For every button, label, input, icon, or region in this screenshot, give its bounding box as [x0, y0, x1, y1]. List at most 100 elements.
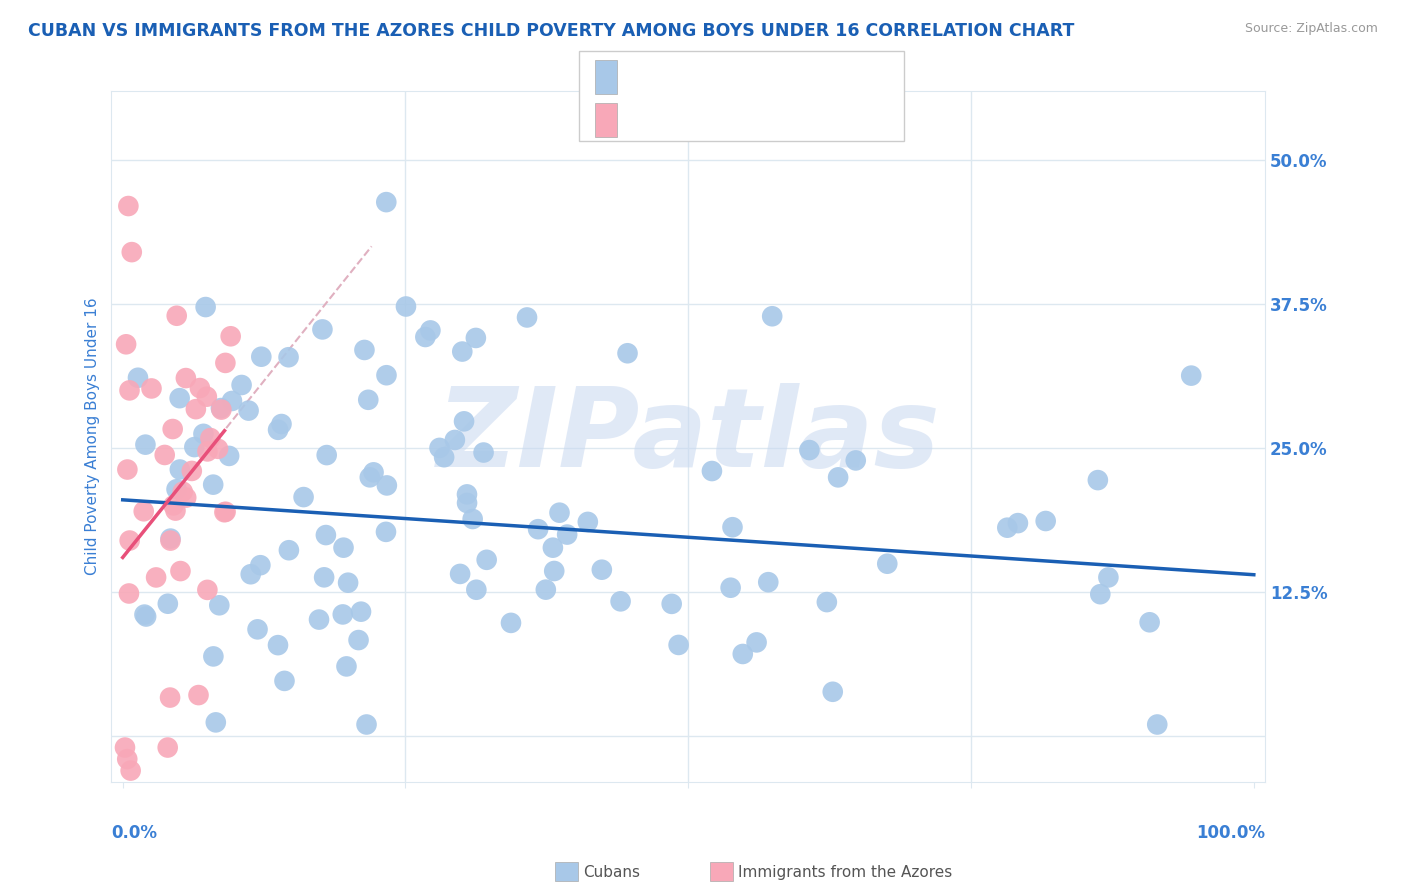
Point [375, 368, 398, 383]
Point [183, 440, 205, 454]
Point [238, 403, 260, 417]
Point [1090, 587, 1112, 601]
Point [292, 490, 315, 504]
Text: N =: N = [735, 110, 800, 129]
Point [187, 688, 209, 702]
Point [117, 752, 139, 766]
Point [555, 527, 578, 541]
Point [156, 740, 179, 755]
Point [169, 564, 191, 578]
Point [193, 426, 215, 441]
Point [202, 477, 225, 491]
Point [799, 443, 821, 458]
Point [221, 394, 243, 409]
Point [375, 478, 398, 492]
Point [120, 764, 142, 778]
Point [209, 402, 232, 417]
Point [162, 422, 184, 436]
Point [745, 635, 768, 649]
Point [721, 520, 744, 534]
Point [231, 378, 253, 392]
Point [214, 505, 236, 519]
Point [350, 605, 373, 619]
Point [184, 402, 207, 417]
Point [527, 522, 550, 536]
Point [219, 329, 242, 343]
Point [499, 615, 522, 630]
Point [209, 401, 232, 415]
Point [156, 597, 179, 611]
Text: ZIPatlas: ZIPatlas [436, 383, 941, 490]
Point [121, 245, 143, 260]
Point [700, 464, 723, 478]
Point [375, 524, 398, 539]
Point [174, 491, 197, 505]
Point [720, 581, 742, 595]
Point [357, 392, 380, 407]
Point [115, 337, 138, 351]
Point [543, 564, 565, 578]
Point [200, 431, 222, 445]
Point [117, 462, 139, 476]
Point [166, 482, 188, 496]
Text: 39: 39 [783, 110, 820, 129]
Point [731, 647, 754, 661]
Point [267, 423, 290, 437]
Point [541, 541, 564, 555]
Point [353, 343, 375, 357]
Point [207, 442, 229, 456]
Text: R =: R = [626, 67, 673, 87]
Text: 100.0%: 100.0% [1197, 823, 1265, 841]
Point [315, 528, 337, 542]
Point [218, 449, 240, 463]
Point [159, 532, 181, 546]
Point [827, 470, 849, 484]
Point [516, 310, 538, 325]
Point [616, 346, 638, 360]
Point [174, 371, 197, 385]
Point [277, 543, 299, 558]
Point [453, 414, 475, 428]
Point [134, 437, 156, 451]
Point [347, 633, 370, 648]
Point [876, 557, 898, 571]
Point [548, 506, 571, 520]
Text: Source: ZipAtlas.com: Source: ZipAtlas.com [1244, 22, 1378, 36]
Point [204, 715, 226, 730]
Point [1007, 516, 1029, 530]
Text: R =: R = [626, 110, 673, 129]
Point [456, 487, 478, 501]
Point [472, 445, 495, 459]
Point [127, 371, 149, 385]
Point [461, 512, 484, 526]
Text: Cubans: Cubans [583, 865, 641, 880]
Point [214, 356, 236, 370]
Point [465, 582, 488, 597]
Point [311, 322, 333, 336]
Text: N =: N = [735, 67, 800, 87]
Point [314, 570, 336, 584]
Point [135, 609, 157, 624]
Point [165, 503, 187, 517]
Point [153, 448, 176, 462]
Point [395, 300, 418, 314]
Point [208, 599, 231, 613]
Point [335, 659, 357, 673]
Point [308, 613, 330, 627]
Point [169, 391, 191, 405]
Point [1146, 717, 1168, 731]
Point [118, 586, 141, 600]
Text: CUBAN VS IMMIGRANTS FROM THE AZORES CHILD POVERTY AMONG BOYS UNDER 16 CORRELATIO: CUBAN VS IMMIGRANTS FROM THE AZORES CHIL… [28, 22, 1074, 40]
Point [661, 597, 683, 611]
Y-axis label: Child Poverty Among Boys Under 16: Child Poverty Among Boys Under 16 [86, 298, 100, 575]
Point [270, 417, 292, 431]
Text: Immigrants from the Azores: Immigrants from the Azores [738, 865, 952, 880]
Point [761, 310, 783, 324]
Point [246, 623, 269, 637]
Point [159, 690, 181, 705]
Point [449, 566, 471, 581]
Point [172, 484, 194, 499]
Point [1139, 615, 1161, 630]
Point [815, 595, 838, 609]
Text: 104: 104 [783, 67, 827, 87]
